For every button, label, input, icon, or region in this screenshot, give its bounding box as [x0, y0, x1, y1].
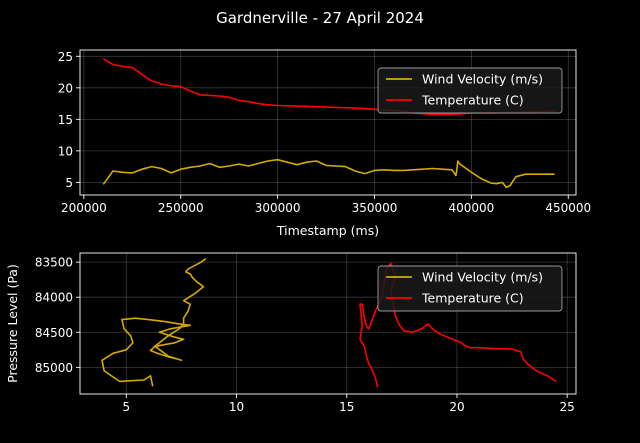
legend-label: Wind Velocity (m/s)	[422, 270, 543, 285]
figure-title: Gardnerville - 27 April 2024	[216, 9, 424, 27]
series-line-wind-velocity	[102, 158, 555, 189]
x-tick-label: 300000	[255, 201, 301, 215]
axes-frame	[79, 252, 577, 395]
y-tick-label: 85000	[35, 361, 73, 375]
x-tick-label: 400000	[448, 201, 494, 215]
legend-box	[377, 265, 563, 312]
x-tick-label: 450000	[545, 201, 591, 215]
x-tick-label: 20	[449, 400, 464, 414]
axes-frame	[79, 49, 577, 196]
legend-label: Wind Velocity (m/s)	[422, 72, 543, 87]
legend-label: Temperature (C)	[421, 291, 524, 306]
x-tick-label: 250000	[158, 201, 204, 215]
y-tick-label: 5	[65, 176, 73, 190]
y-tick-label: 15	[58, 113, 73, 127]
y-tick-label: 10	[58, 144, 73, 158]
series-line-wind-velocity	[101, 257, 207, 387]
x-axis-label: Timestamp (ms)	[276, 223, 379, 238]
x-tick-label: 15	[339, 400, 354, 414]
legend-box	[377, 67, 563, 114]
top-chart: 200000 250000 300000 350000 400000 450000 5 10 1…	[58, 49, 591, 238]
y-tick-label: 84500	[35, 326, 73, 340]
y-tick-label: 84000	[35, 291, 73, 305]
y-axis-label: Pressure Level (Pa)	[5, 264, 20, 383]
x-tick-label: 5	[122, 400, 130, 414]
x-tick-label: 200000	[61, 201, 107, 215]
bottom-chart: 5 10 15 20 25 83500 84000 84500 85000 Pressure Le…	[5, 252, 577, 414]
x-tick-label: 10	[229, 400, 244, 414]
y-tick-label: 83500	[35, 256, 73, 270]
x-tick-label: 25	[560, 400, 575, 414]
y-tick-label: 25	[58, 50, 73, 64]
series-line-temperature	[359, 262, 557, 388]
legend-label: Temperature (C)	[421, 93, 524, 108]
x-tick-label: 350000	[352, 201, 398, 215]
y-tick-label: 20	[58, 81, 73, 95]
legend: Wind Velocity (m/s) Temperature (C)	[377, 67, 563, 114]
series-line-temperature	[102, 58, 555, 116]
legend: Wind Velocity (m/s) Temperature (C)	[377, 265, 563, 312]
